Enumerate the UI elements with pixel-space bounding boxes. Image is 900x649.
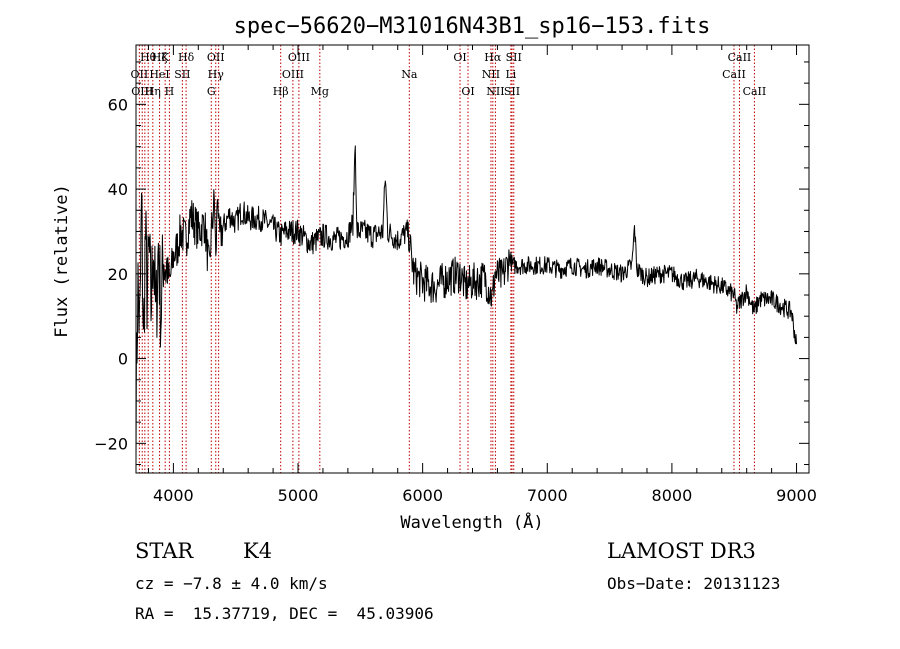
line-label: Hγ <box>208 68 225 81</box>
y-tick-label: 60 <box>108 95 128 114</box>
obs-date: Obs−Date: 20131123 <box>607 574 781 593</box>
line-label: OI <box>453 51 466 64</box>
y-axis-ticks: −20 0 20 40 60 <box>94 61 809 466</box>
line-label: CaII <box>728 51 752 64</box>
object-class: STAR <box>135 539 194 563</box>
line-label: Hθ <box>140 51 157 64</box>
line-label: K <box>161 51 170 64</box>
object-subclass: K4 <box>243 539 273 563</box>
plot-frame <box>135 44 810 474</box>
line-label: OII <box>131 68 149 81</box>
y-tick-label: −20 <box>94 434 128 453</box>
line-label: OIII <box>288 51 310 64</box>
x-axis-ticks: 4000 5000 6000 7000 8000 9000 <box>147 45 817 505</box>
line-label: OIII <box>131 85 153 98</box>
line-label: Mg <box>311 85 329 98</box>
survey-name: LAMOST DR3 <box>607 539 756 563</box>
line-label: SII <box>174 68 190 81</box>
line-label: OIII <box>282 68 304 81</box>
x-tick-label: 6000 <box>402 486 443 505</box>
line-label: H <box>165 85 175 98</box>
line-label: Hδ <box>178 51 195 64</box>
line-label: SII <box>506 51 522 64</box>
line-label: Na <box>401 68 418 81</box>
x-tick-label: 7000 <box>527 486 568 505</box>
line-label: HeI <box>149 68 169 81</box>
ra-dec: RA = 15.37719, DEC = 45.03906 <box>135 604 434 623</box>
spectral-line-markers <box>138 45 755 473</box>
line-label: Li <box>505 68 516 81</box>
line-label: Hζ <box>152 51 168 64</box>
x-tick-label: 8000 <box>652 486 693 505</box>
line-label: Hη <box>145 85 161 98</box>
x-tick-label: 4000 <box>153 486 194 505</box>
line-label: NII <box>486 85 504 98</box>
line-label: CaII <box>743 85 767 98</box>
line-label: Hα <box>484 51 502 64</box>
y-tick-label: 20 <box>108 265 128 284</box>
spectrum-line <box>135 145 797 461</box>
line-label: NII <box>482 68 500 81</box>
line-label: CaII <box>722 68 746 81</box>
line-label: OII <box>207 51 225 64</box>
line-label: Hβ <box>273 85 289 98</box>
x-tick-label: 9000 <box>776 486 817 505</box>
chart-title: spec−56620−M31016N43B1_sp16−153.fits <box>234 14 711 39</box>
x-axis-label: Wavelength (Å) <box>400 511 543 533</box>
y-axis-label: Flux (relative) <box>52 184 72 338</box>
redshift-cz: cz = −7.8 ± 4.0 km/s <box>135 574 328 593</box>
y-tick-label: 40 <box>108 180 128 199</box>
line-label: SII <box>504 85 520 98</box>
x-tick-label: 5000 <box>278 486 319 505</box>
line-label: OI <box>461 85 474 98</box>
y-tick-label: 0 <box>118 350 128 369</box>
line-label: G <box>207 85 216 98</box>
